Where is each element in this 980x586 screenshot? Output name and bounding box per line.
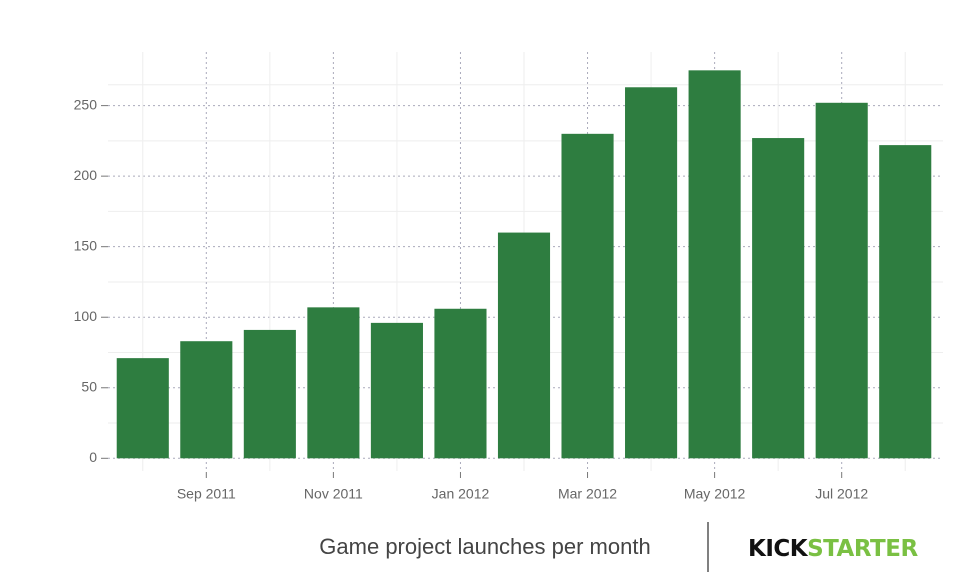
bar [116,358,169,459]
y-tick-label: 0 [89,449,97,465]
bar [752,138,805,459]
bar [815,102,868,459]
bar [307,307,360,459]
logo-first: KICK [748,536,809,562]
bar [180,341,233,459]
x-tick-label: May 2012 [684,486,746,502]
y-tick-label: 250 [74,96,98,112]
bar [370,322,423,459]
y-tick-label: 100 [74,308,98,324]
logo: KICKSTARTER [748,536,918,562]
plot-area: 0 50 100 150 200 250 Sep 2011 Nov 2011 Jan 2012 M… [74,52,943,502]
bar [688,70,741,459]
bar [625,87,678,459]
x-tick-label: Nov 2011 [304,486,363,502]
x-tick-label: Jan 2012 [432,486,490,502]
bar [561,133,614,459]
bar [879,145,932,459]
logo-second: STARTER [807,536,918,562]
y-tick-label: 200 [74,167,98,183]
y-tick-label: 50 [81,378,97,394]
caption: Game project launches per month [319,534,650,559]
x-tick-label: Mar 2012 [558,486,617,502]
bar [497,232,551,459]
bar [434,308,487,459]
bar [243,329,296,459]
y-tick-label: 150 [74,237,98,253]
x-tick-label: Sep 2011 [177,486,236,502]
x-tick-label: Jul 2012 [815,486,868,502]
